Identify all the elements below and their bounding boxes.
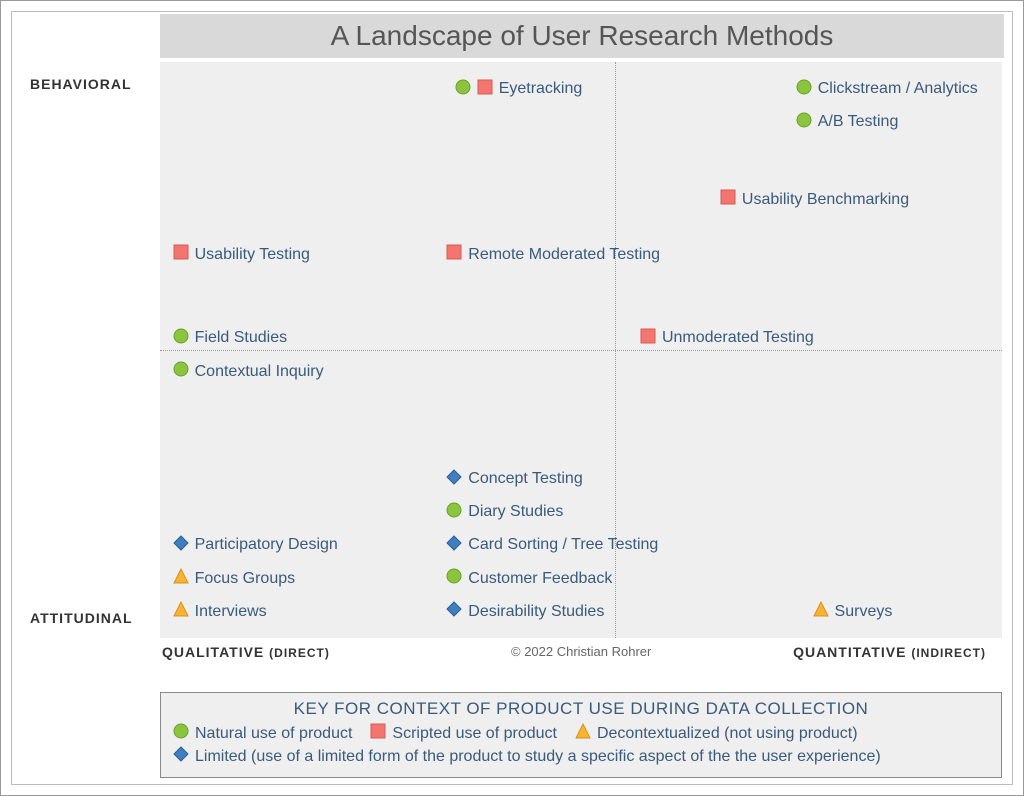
scripted-marker-icon — [370, 723, 386, 744]
x-axis-left-paren: (DIRECT) — [269, 646, 330, 660]
limited-marker-icon — [173, 535, 189, 556]
grid-line-horizontal — [160, 350, 1002, 351]
diagram-inner-border: A Landscape of User Research Methods BEH… — [11, 11, 1013, 785]
legend-box: KEY FOR CONTEXT OF PRODUCT USE DURING DA… — [160, 692, 1002, 778]
natural-marker-icon — [173, 328, 189, 349]
method-label: Eyetracking — [499, 80, 583, 98]
method-point: A/B Testing — [796, 112, 899, 133]
decontext-marker-icon — [173, 601, 189, 622]
method-point: Usability Benchmarking — [720, 189, 909, 210]
method-point: Diary Studies — [446, 502, 563, 523]
legend-item: Scripted use of product — [370, 723, 557, 744]
scripted-marker-icon — [477, 79, 493, 100]
method-label: Usability Testing — [195, 246, 310, 264]
method-label: Field Studies — [195, 329, 288, 347]
scatter-plot-area: Eyetracking Clickstream / Analytics A/B Te… — [160, 62, 1002, 638]
y-axis-label-behavioral: BEHAVIORAL — [30, 76, 132, 92]
legend-item-label: Decontextualized (not using product) — [597, 725, 858, 743]
method-point: Unmoderated Testing — [640, 328, 814, 349]
scripted-marker-icon — [173, 244, 189, 265]
legend-row: Natural use of product Scripted use of pr… — [173, 723, 989, 744]
legend-item: Decontextualized (not using product) — [575, 723, 858, 744]
method-point: Field Studies — [173, 328, 288, 349]
method-label: Interviews — [195, 603, 267, 621]
scripted-marker-icon — [640, 328, 656, 349]
x-axis-right-main: QUANTITATIVE — [793, 644, 906, 660]
legend-item-label: Scripted use of product — [392, 725, 557, 743]
method-point: Customer Feedback — [446, 568, 612, 589]
method-label: Card Sorting / Tree Testing — [468, 536, 658, 554]
method-point: Desirability Studies — [446, 601, 604, 622]
method-point: Contextual Inquiry — [173, 361, 324, 382]
limited-marker-icon — [173, 746, 189, 767]
method-label: Surveys — [835, 603, 893, 621]
x-axis-label-qualitative: QUALITATIVE (DIRECT) — [162, 644, 330, 660]
natural-marker-icon — [446, 568, 462, 589]
chart-title: A Landscape of User Research Methods — [160, 14, 1004, 58]
chart-title-text: A Landscape of User Research Methods — [331, 20, 834, 52]
method-point: Card Sorting / Tree Testing — [446, 535, 658, 556]
method-point: Eyetracking — [455, 79, 583, 100]
natural-marker-icon — [455, 79, 471, 100]
method-point: Remote Moderated Testing — [446, 244, 660, 265]
limited-marker-icon — [446, 535, 462, 556]
natural-marker-icon — [446, 502, 462, 523]
natural-marker-icon — [796, 79, 812, 100]
method-label: Participatory Design — [195, 536, 338, 554]
method-label: Focus Groups — [195, 570, 295, 588]
method-point: Concept Testing — [446, 469, 582, 490]
method-label: Usability Benchmarking — [742, 191, 909, 209]
legend-item: Limited (use of a limited form of the pr… — [173, 746, 881, 767]
limited-marker-icon — [446, 469, 462, 490]
method-label: Concept Testing — [468, 470, 582, 488]
method-label: Contextual Inquiry — [195, 363, 324, 381]
x-axis-label-quantitative: QUANTITATIVE (INDIRECT) — [793, 644, 986, 660]
decontext-marker-icon — [173, 568, 189, 589]
scripted-marker-icon — [446, 244, 462, 265]
method-point: Usability Testing — [173, 244, 310, 265]
method-label: A/B Testing — [818, 113, 899, 131]
x-axis-left-main: QUALITATIVE — [162, 644, 264, 660]
legend-item-label: Limited (use of a limited form of the pr… — [195, 748, 881, 766]
y-axis-label-attitudinal: ATTITUDINAL — [30, 610, 133, 626]
method-label: Remote Moderated Testing — [468, 246, 660, 264]
natural-marker-icon — [796, 112, 812, 133]
decontext-marker-icon — [813, 601, 829, 622]
legend-row: Limited (use of a limited form of the pr… — [173, 746, 989, 767]
x-axis-right-paren: (INDIRECT) — [911, 646, 986, 660]
method-point: Participatory Design — [173, 535, 338, 556]
legend-item-label: Natural use of product — [195, 725, 352, 743]
method-label: Clickstream / Analytics — [818, 80, 978, 98]
method-label: Diary Studies — [468, 503, 563, 521]
natural-marker-icon — [173, 723, 189, 744]
method-label: Customer Feedback — [468, 570, 612, 588]
legend-title: KEY FOR CONTEXT OF PRODUCT USE DURING DA… — [173, 699, 989, 719]
method-point: Surveys — [813, 601, 893, 622]
method-label: Desirability Studies — [468, 603, 604, 621]
legend-item: Natural use of product — [173, 723, 352, 744]
decontext-marker-icon — [575, 723, 591, 744]
method-label: Unmoderated Testing — [662, 329, 814, 347]
scripted-marker-icon — [720, 189, 736, 210]
copyright-text: © 2022 Christian Rohrer — [511, 644, 651, 659]
limited-marker-icon — [446, 601, 462, 622]
diagram-frame: A Landscape of User Research Methods BEH… — [0, 0, 1024, 796]
natural-marker-icon — [173, 361, 189, 382]
method-point: Focus Groups — [173, 568, 295, 589]
method-point: Interviews — [173, 601, 267, 622]
method-point: Clickstream / Analytics — [796, 79, 978, 100]
